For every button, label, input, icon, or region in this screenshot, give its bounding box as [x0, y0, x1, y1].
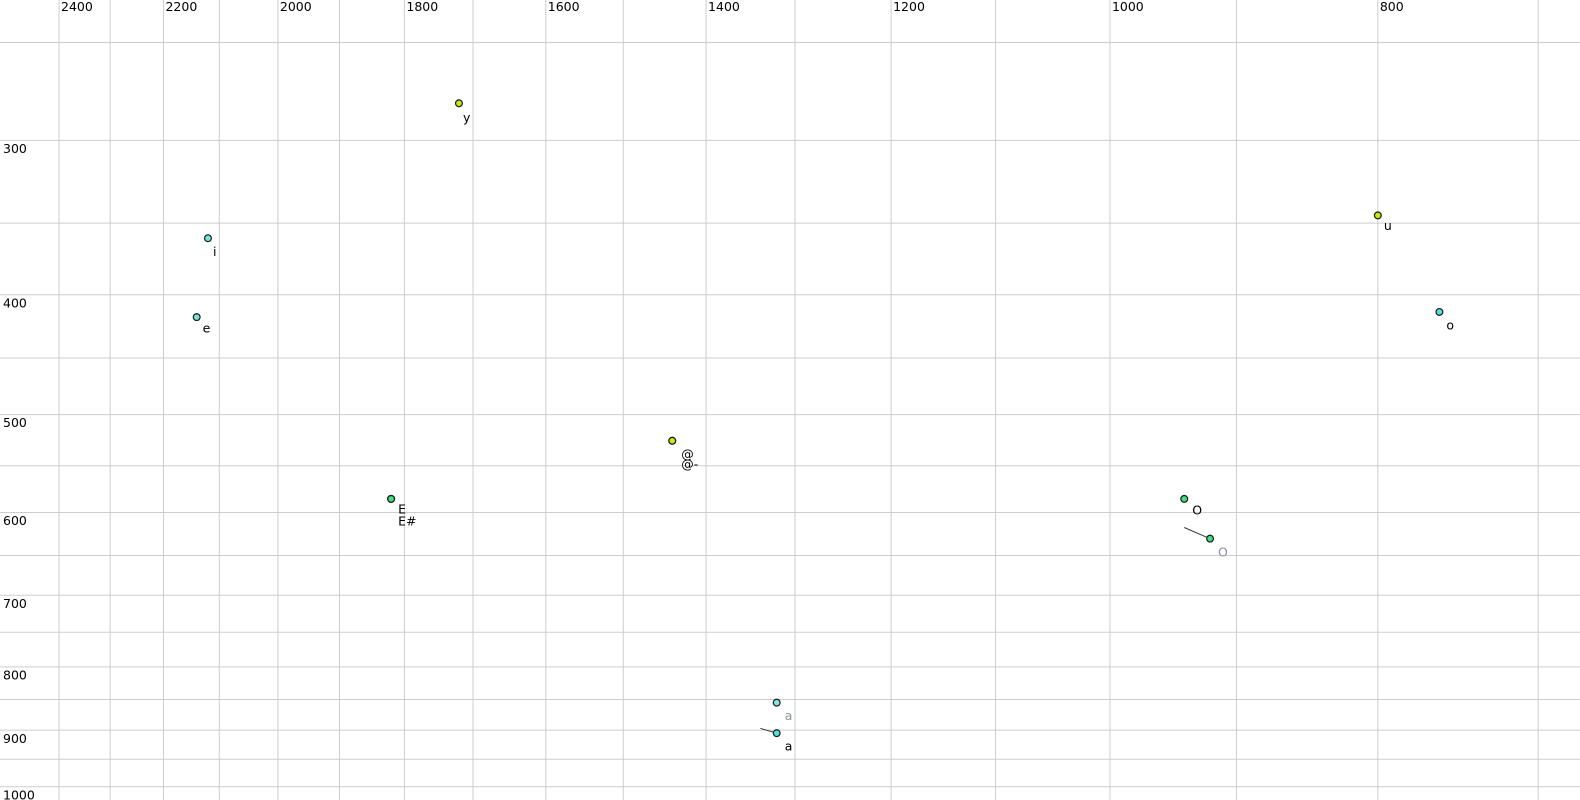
x-axis-tick-label-2400: 2400: [61, 0, 93, 14]
y-axis-tick-label-1000: 1000: [3, 787, 35, 800]
vowel-point-dot-y: [454, 99, 463, 108]
vowel-point-label-o: o: [1446, 318, 1454, 333]
vowel-point-dot-O: [1180, 494, 1189, 503]
vowel-point-dot-e: [192, 313, 201, 322]
y-axis-tick-label-800: 800: [3, 668, 27, 683]
x-axis-tick-label-1400: 1400: [708, 0, 740, 14]
vowel-point-dot-@-: [668, 436, 677, 445]
vowel-point-label-a: a: [785, 739, 793, 754]
y-axis-tick-label-400: 400: [3, 295, 27, 310]
vowel-point-label-E#: E#: [398, 513, 416, 528]
vowel-point-dot-a: [772, 729, 781, 738]
vowel-point-dot-u: [1373, 211, 1382, 220]
y-axis-tick-label-900: 900: [3, 731, 27, 746]
x-axis-tick-label-1200: 1200: [893, 0, 925, 14]
y-axis-tick-label-600: 600: [3, 513, 27, 528]
x-axis-tick-label-1600: 1600: [548, 0, 580, 14]
vowel-point-dot-E#: [387, 494, 396, 503]
y-axis-tick-label-300: 300: [3, 141, 27, 156]
vowel-point-label-O: O: [1192, 502, 1202, 517]
x-axis-tick-label-800: 800: [1380, 0, 1404, 14]
vowel-point-dot-a: [772, 698, 781, 707]
vowel-point-dot-o: [1435, 307, 1444, 316]
vowel-point-label-@-: @-: [681, 456, 698, 471]
vowel-point-label-y: y: [463, 110, 471, 125]
x-axis-tick-label-2200: 2200: [165, 0, 197, 14]
vowel-point-label-a: a: [785, 708, 793, 723]
x-axis-tick-label-1000: 1000: [1112, 0, 1144, 14]
leader-line-O: [1184, 527, 1211, 540]
vowel-point-label-u: u: [1384, 218, 1392, 233]
x-axis-tick-label-2000: 2000: [280, 0, 312, 14]
y-axis-tick-label-500: 500: [3, 415, 27, 430]
vowel-point-label-E: E: [398, 501, 406, 516]
vowel-point-label-i: i: [213, 244, 216, 259]
vowel-point-label-e: e: [203, 321, 211, 336]
vowel-point-label-O: O: [1218, 544, 1228, 559]
y-axis-tick-label-700: 700: [3, 596, 27, 611]
vowel-point-dot-i: [203, 234, 212, 243]
vowel-point-dot-O: [1206, 534, 1215, 543]
vowel-point-label-@: @: [681, 446, 694, 461]
x-axis-tick-label-1800: 1800: [406, 0, 438, 14]
